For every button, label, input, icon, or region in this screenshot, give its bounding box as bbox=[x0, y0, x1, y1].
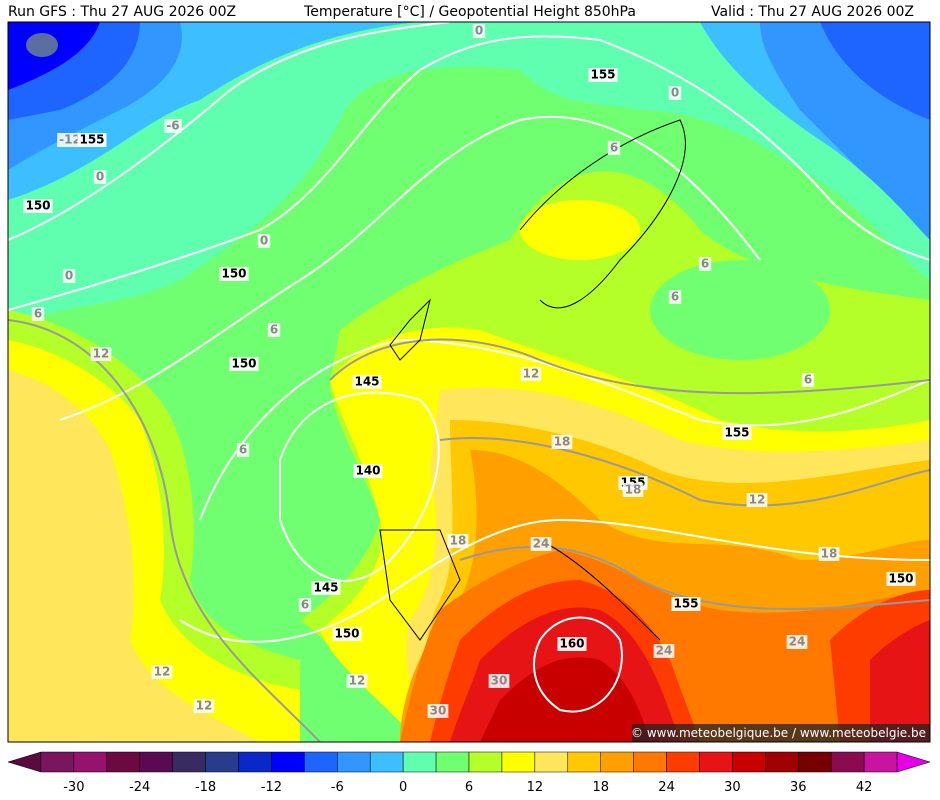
contour-label: 6 bbox=[671, 290, 679, 304]
colorbar-tick-label: -18 bbox=[195, 780, 216, 795]
contour-label: 150 bbox=[221, 267, 246, 281]
contour-label: -6 bbox=[166, 119, 179, 133]
contour-label: 145 bbox=[354, 375, 379, 389]
colorbar-tick-label: 42 bbox=[856, 780, 873, 795]
colorbar-bin bbox=[7, 751, 42, 773]
contour-label: 0 bbox=[65, 269, 73, 283]
map-title: Temperature [°C] / Geopotential Height 8… bbox=[303, 4, 636, 20]
contour-label: 30 bbox=[430, 704, 447, 718]
contour-label: 150 bbox=[25, 199, 50, 213]
run-label: Run GFS : Thu 27 AUG 2026 00Z bbox=[8, 4, 236, 20]
colorbar-bin bbox=[40, 751, 75, 773]
contour-label: 155 bbox=[590, 68, 615, 82]
colorbar-tick-label: 30 bbox=[724, 780, 741, 795]
colorbar-bin bbox=[205, 751, 239, 773]
contour-label: 6 bbox=[34, 307, 42, 321]
colorbar-tick-label: 0 bbox=[399, 780, 407, 795]
colorbar-bin bbox=[369, 751, 404, 773]
colorbar-bin bbox=[567, 751, 601, 773]
contour-label: 6 bbox=[301, 598, 309, 612]
contour-label: 150 bbox=[888, 572, 913, 586]
contour-label: 140 bbox=[355, 464, 380, 478]
colorbar-bin bbox=[402, 751, 437, 773]
contour-label: 150 bbox=[334, 627, 359, 641]
colorbar-bin bbox=[139, 751, 173, 773]
contour-label: 18 bbox=[625, 483, 642, 497]
colorbar-bin bbox=[633, 751, 667, 773]
contour-label: 18 bbox=[450, 534, 467, 548]
contour-label: 155 bbox=[724, 426, 749, 440]
contour-label: 6 bbox=[610, 141, 618, 155]
contour-label: 24 bbox=[656, 644, 673, 658]
colorbar-bin bbox=[106, 751, 140, 773]
colorbar: -30 -24 -18 -12 -6 0 6 12 18 24 30 36 42 bbox=[7, 751, 931, 795]
contour-label: 6 bbox=[804, 373, 812, 387]
contour-label: 155 bbox=[79, 133, 104, 147]
colorbar-bin bbox=[271, 751, 305, 773]
colorbar-bin bbox=[600, 751, 634, 773]
colorbar-bin bbox=[666, 751, 700, 773]
colorbar-bin bbox=[798, 751, 832, 773]
colorbar-tick-label: 18 bbox=[592, 780, 609, 795]
colorbar-tick-label: -24 bbox=[129, 780, 150, 795]
contour-label: 6 bbox=[239, 443, 247, 457]
contour-label: 145 bbox=[313, 581, 338, 595]
contour-label: 0 bbox=[671, 86, 679, 100]
colorbar-bin bbox=[699, 751, 733, 773]
colorbar-bin bbox=[830, 751, 865, 773]
contour-label: 30 bbox=[491, 674, 508, 688]
colorbar-bin bbox=[238, 751, 272, 773]
contour-label: 150 bbox=[231, 357, 256, 371]
contour-label: 18 bbox=[554, 435, 571, 449]
colorbar-tick-label: 24 bbox=[658, 780, 675, 795]
contour-label: 12 bbox=[93, 347, 110, 361]
contour-label: 6 bbox=[701, 257, 709, 271]
colorbar-bin bbox=[468, 751, 503, 773]
colorbar-bin bbox=[337, 751, 371, 773]
colorbar-bin bbox=[501, 751, 536, 773]
contour-label: 160 bbox=[559, 637, 584, 651]
contour-label: 24 bbox=[789, 635, 806, 649]
colorbar-tick-label: -6 bbox=[331, 780, 344, 795]
colorbar-bin bbox=[73, 751, 108, 773]
contour-label: 12 bbox=[523, 367, 540, 381]
colorbar-bin bbox=[765, 751, 799, 773]
colorbar-tick-label: -30 bbox=[63, 780, 84, 795]
contour-label: 18 bbox=[821, 547, 838, 561]
colorbar-bin bbox=[304, 751, 338, 773]
colorbar-bin bbox=[896, 751, 931, 773]
contour-label: 0 bbox=[475, 24, 483, 38]
colorbar-tick-label: 12 bbox=[527, 780, 544, 795]
colorbar-bin bbox=[172, 751, 206, 773]
colorbar-bin bbox=[534, 751, 569, 773]
colorbar-tick-label: 36 bbox=[790, 780, 807, 795]
colorbar-tick-label: -12 bbox=[261, 780, 282, 795]
contour-label: 155 bbox=[673, 597, 698, 611]
valid-label: Valid : Thu 27 AUG 2026 00Z bbox=[711, 4, 914, 20]
contour-label: 12 bbox=[349, 674, 366, 688]
contour-label: 12 bbox=[154, 665, 171, 679]
contour-label: 12 bbox=[749, 493, 766, 507]
contour-label: -12 bbox=[59, 133, 81, 147]
contour-label: 12 bbox=[196, 699, 213, 713]
contour-label: 24 bbox=[533, 537, 550, 551]
contour-label: 6 bbox=[270, 323, 278, 337]
contour-label: 0 bbox=[96, 170, 104, 184]
colorbar-bin bbox=[732, 751, 766, 773]
contour-label: 0 bbox=[260, 234, 268, 248]
colorbar-bin bbox=[435, 751, 470, 773]
colorbar-bin bbox=[863, 751, 898, 773]
watermark: © www.meteobelgique.be / www.meteobelgie… bbox=[631, 726, 926, 740]
colorbar-tick-label: 6 bbox=[465, 780, 473, 795]
